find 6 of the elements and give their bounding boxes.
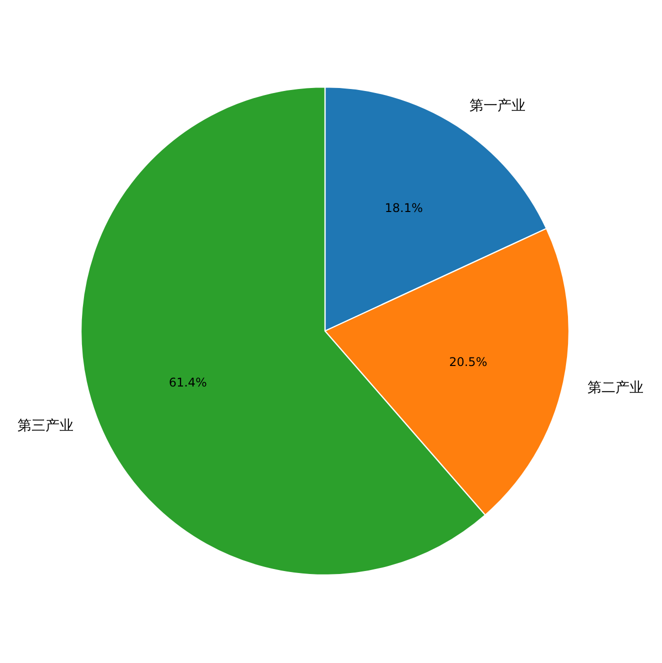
data-label: 61.4% (168, 376, 207, 390)
data-label: 20.5% (449, 354, 488, 369)
data-label: 18.1% (384, 200, 423, 215)
slice-label: 第三产业 (18, 418, 74, 434)
slice-label: 第二产业 (587, 380, 644, 396)
slice-label: 第一产业 (470, 98, 526, 114)
